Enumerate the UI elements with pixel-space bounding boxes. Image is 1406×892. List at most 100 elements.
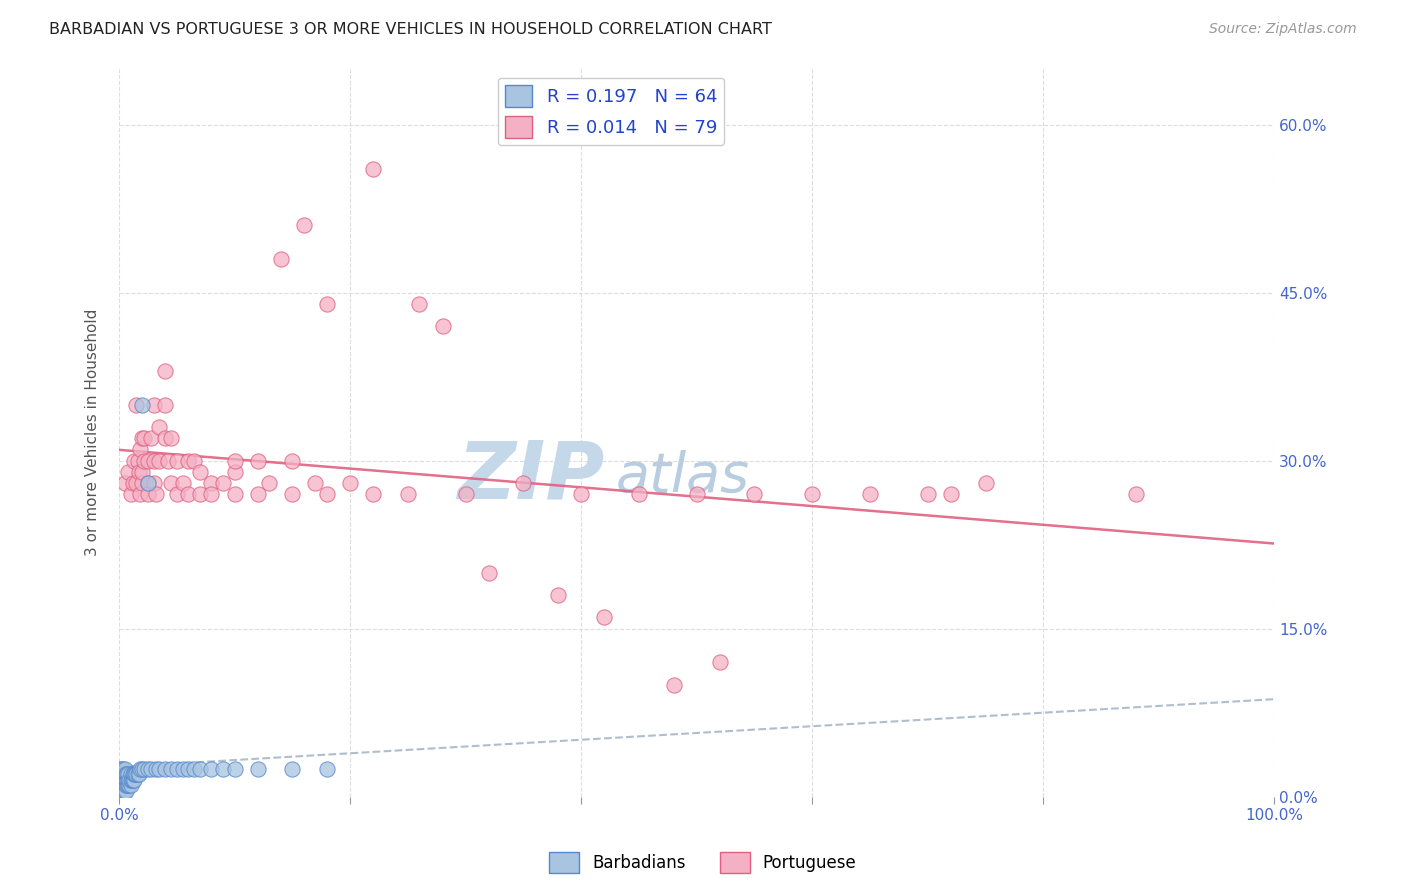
Point — [114, 762, 136, 776]
Point — [111, 762, 134, 776]
Point — [131, 398, 153, 412]
Point — [270, 252, 292, 266]
Point — [361, 162, 384, 177]
Point — [361, 487, 384, 501]
Point — [136, 762, 159, 776]
Point — [188, 465, 211, 479]
Point — [134, 762, 156, 776]
Point — [136, 487, 159, 501]
Point — [156, 453, 179, 467]
Point — [122, 453, 145, 467]
Point — [432, 319, 454, 334]
Point — [114, 772, 136, 787]
Point — [110, 772, 132, 787]
Point — [120, 772, 142, 787]
Point — [114, 475, 136, 490]
Point — [117, 779, 139, 793]
Point — [974, 475, 997, 490]
Point — [281, 762, 304, 776]
Point — [339, 475, 361, 490]
Point — [134, 431, 156, 445]
Point — [160, 431, 183, 445]
Point — [155, 762, 177, 776]
Point — [177, 453, 200, 467]
Point — [128, 762, 150, 776]
Point — [115, 779, 138, 793]
Point — [122, 772, 145, 787]
Point — [136, 475, 159, 490]
Point — [120, 487, 142, 501]
Point — [408, 297, 430, 311]
Y-axis label: 3 or more Vehicles in Household: 3 or more Vehicles in Household — [86, 309, 100, 557]
Point — [160, 475, 183, 490]
Point — [125, 767, 148, 781]
Point — [117, 465, 139, 479]
Point — [128, 465, 150, 479]
Point — [131, 465, 153, 479]
Point — [108, 767, 131, 781]
Point — [316, 297, 339, 311]
Point — [128, 767, 150, 781]
Point — [188, 762, 211, 776]
Point — [114, 784, 136, 798]
Point — [122, 767, 145, 781]
Point — [125, 398, 148, 412]
Point — [155, 364, 177, 378]
Point — [627, 487, 650, 501]
Point — [160, 762, 183, 776]
Point — [148, 420, 170, 434]
Point — [316, 487, 339, 501]
Point — [177, 487, 200, 501]
Point — [134, 453, 156, 467]
Text: Source: ZipAtlas.com: Source: ZipAtlas.com — [1209, 22, 1357, 37]
Point — [172, 762, 194, 776]
Point — [917, 487, 939, 501]
Point — [114, 767, 136, 781]
Point — [172, 475, 194, 490]
Point — [454, 487, 477, 501]
Point — [108, 762, 131, 776]
Point — [122, 767, 145, 781]
Point — [115, 772, 138, 787]
Point — [131, 431, 153, 445]
Point — [281, 487, 304, 501]
Point — [148, 453, 170, 467]
Point — [939, 487, 962, 501]
Point — [257, 475, 280, 490]
Point — [246, 453, 269, 467]
Point — [111, 779, 134, 793]
Point — [224, 487, 246, 501]
Point — [114, 779, 136, 793]
Point — [155, 398, 177, 412]
Point — [183, 762, 205, 776]
Point — [120, 779, 142, 793]
Point — [166, 487, 188, 501]
Point — [115, 784, 138, 798]
Point — [148, 762, 170, 776]
Point — [155, 431, 177, 445]
Point — [111, 767, 134, 781]
Text: BARBADIAN VS PORTUGUESE 3 OR MORE VEHICLES IN HOUSEHOLD CORRELATION CHART: BARBADIAN VS PORTUGUESE 3 OR MORE VEHICL… — [49, 22, 772, 37]
Point — [859, 487, 882, 501]
Point — [127, 453, 149, 467]
Point — [512, 475, 534, 490]
Point — [662, 678, 685, 692]
Point — [224, 453, 246, 467]
Point — [117, 772, 139, 787]
Point — [744, 487, 766, 501]
Text: atlas: atlas — [616, 450, 749, 503]
Point — [142, 398, 165, 412]
Point — [801, 487, 824, 501]
Point — [128, 442, 150, 457]
Point — [124, 767, 146, 781]
Point — [593, 610, 616, 624]
Point — [145, 487, 167, 501]
Point — [142, 475, 165, 490]
Point — [136, 453, 159, 467]
Point — [122, 772, 145, 787]
Legend: R = 0.197   N = 64, R = 0.014   N = 79: R = 0.197 N = 64, R = 0.014 N = 79 — [498, 78, 724, 145]
Point — [200, 762, 222, 776]
Point — [141, 762, 163, 776]
Text: ZIP: ZIP — [457, 437, 605, 516]
Point — [112, 767, 135, 781]
